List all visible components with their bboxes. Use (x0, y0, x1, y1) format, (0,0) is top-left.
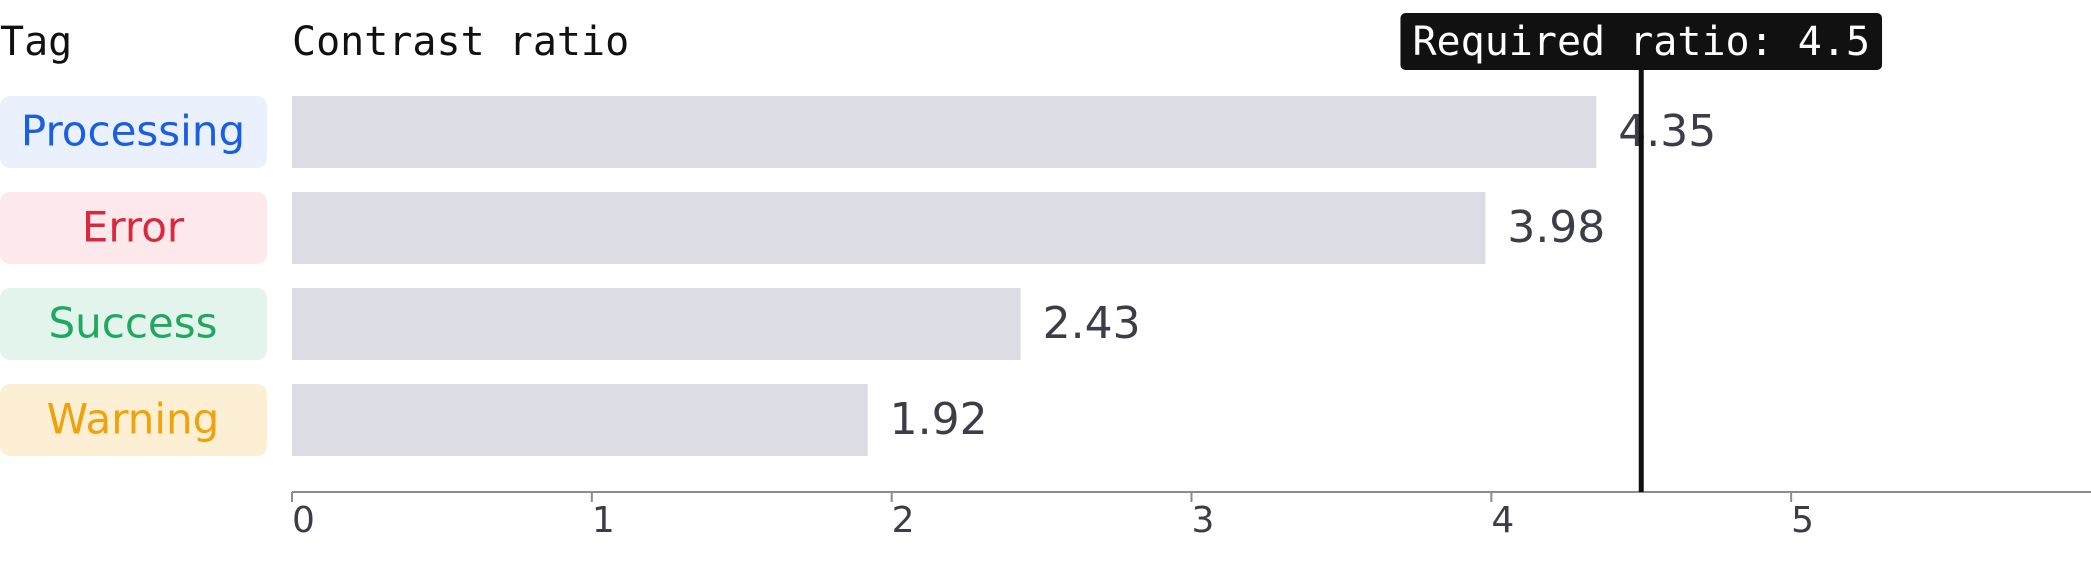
bar (292, 288, 1021, 360)
bar (292, 384, 868, 456)
column-header: Contrast ratio (292, 19, 629, 65)
x-tick-label: 3 (1192, 500, 1215, 541)
value-label: 3.98 (1507, 202, 1605, 253)
tag-label: Warning (47, 395, 220, 444)
value-label: 2.43 (1043, 298, 1141, 349)
tag-badge (0, 96, 267, 168)
tag-label: Success (48, 299, 217, 348)
bar (292, 192, 1486, 264)
tag-label: Error (82, 203, 185, 252)
value-label: 1.92 (890, 394, 988, 445)
threshold-label: Required ratio: 4.5 (1412, 19, 1870, 65)
tag-badge (0, 384, 267, 456)
x-tick-label: 4 (1491, 500, 1514, 541)
value-label: 4.35 (1618, 106, 1716, 157)
column-header: Tag (0, 19, 72, 65)
tag-badge (0, 192, 267, 264)
x-tick-label: 5 (1791, 500, 1814, 541)
tag-label: Processing (21, 107, 245, 156)
bar (292, 96, 1597, 168)
x-tick-label: 2 (892, 500, 915, 541)
x-tick-label: 1 (592, 500, 615, 541)
threshold-badge (1400, 13, 1883, 70)
tag-badge (0, 288, 267, 360)
x-tick-label: 0 (292, 500, 315, 541)
